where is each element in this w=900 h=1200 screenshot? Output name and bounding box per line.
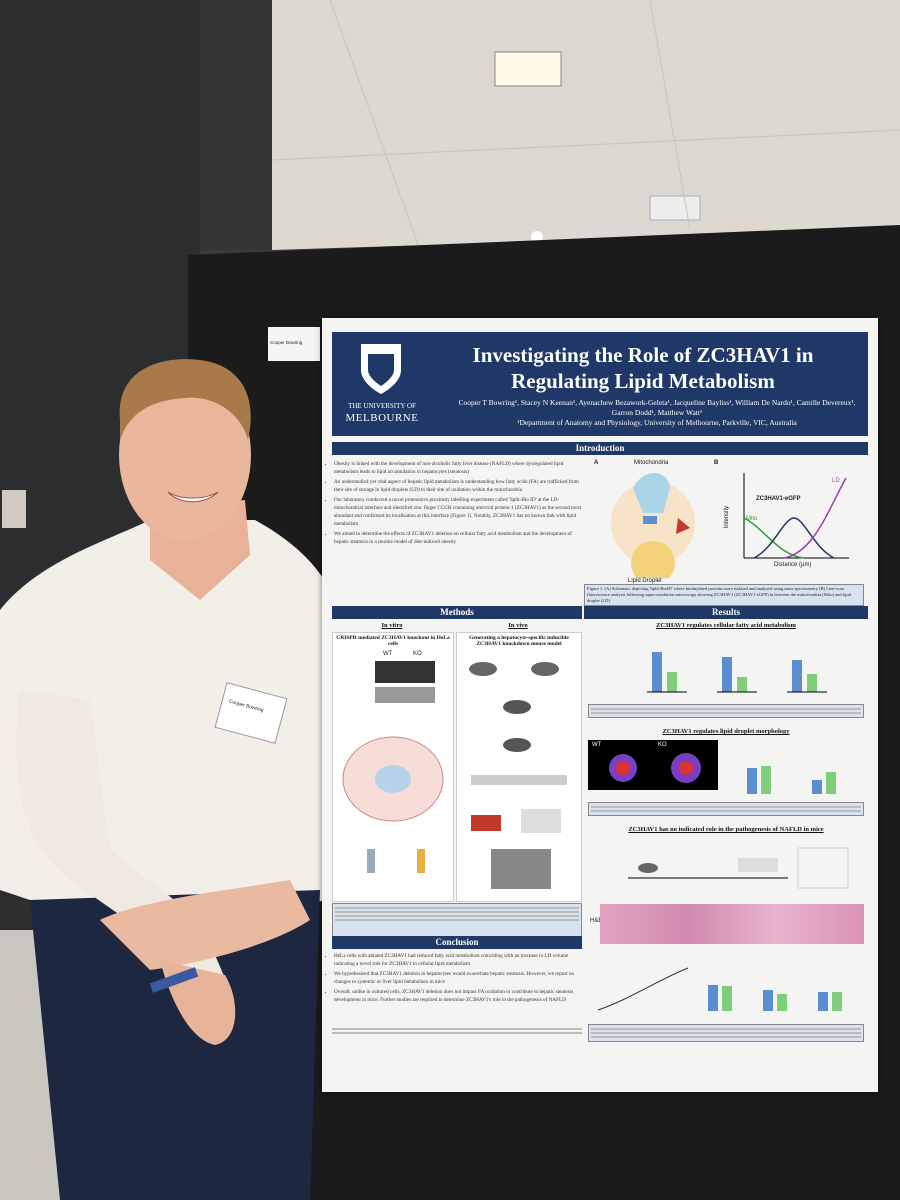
axis-label: Intensity	[724, 505, 731, 529]
microscopy: WT KO	[588, 740, 718, 790]
references	[332, 1026, 582, 1036]
bullet: We aimed to determine the effects of ZC3…	[334, 530, 584, 546]
series-label: ZC3HAV1-eGFP	[756, 496, 801, 502]
figure-caption	[332, 903, 582, 937]
lane-label: WT	[383, 651, 393, 657]
image-label: WT	[592, 742, 602, 748]
axis-label: Distance (µm)	[774, 562, 812, 568]
figure-caption	[588, 1024, 864, 1042]
bullet: Overall, unlike in cultured cells, ZC3HA…	[334, 988, 584, 1004]
figure-label: Lipid Droplet	[628, 578, 662, 584]
figure-caption: Figure 1: (A) Schematic depicting 'Split…	[584, 584, 864, 606]
author-list: Cooper T Bowring¹, Stacey N Keenan¹, Aye…	[458, 398, 856, 417]
figure-caption	[588, 802, 864, 816]
results-bars-2	[747, 766, 836, 794]
methods-in-vitro: CRISPR mediated ZC3HAV1 knockout in HeLa…	[332, 632, 454, 902]
subheading: ZC3HAV1 has no indicated role in the pat…	[628, 826, 824, 833]
lane-label: KO	[413, 651, 422, 657]
methods-graphics	[469, 662, 567, 889]
series-label: Mito	[746, 516, 758, 522]
methods-graphics	[342, 661, 444, 873]
bullet: HeLa cells with ablated ZC3HAV1 had redu…	[334, 952, 584, 968]
subheading: In vivo	[508, 622, 528, 629]
results-bars-3	[597, 967, 842, 1011]
method-title: CRISPR mediated ZC3HAV1 knockout in HeLa…	[336, 635, 450, 647]
subheading: ZC3HAV1 regulates cellular fatty acid me…	[656, 622, 796, 629]
section-heading: Conclusion	[332, 936, 582, 949]
subheading: In vitro	[381, 622, 403, 629]
section-heading: Methods	[332, 606, 582, 619]
university: THE UNIVERSITY OF	[348, 402, 416, 410]
panel-label: B	[714, 460, 719, 466]
bullet: We hypothesised that ZC3HAV1 deletion in…	[334, 970, 584, 986]
bullet: An understudied yet vital aspect of hepa…	[334, 478, 584, 494]
authors: Cooper T Bowring¹, Stacey N Keenan¹, Aye…	[452, 398, 862, 428]
badge-name: Cooper Bowring	[270, 340, 303, 345]
schematic	[611, 473, 695, 578]
row-label: H&E	[590, 918, 603, 924]
poster: THE UNIVERSITY OF MELBOURNE Investigatin…	[322, 318, 878, 1092]
section-heading: Introduction	[332, 442, 868, 455]
affiliation: ¹Department of Anatomy and Physiology, U…	[517, 418, 797, 427]
university-name: MELBOURNE	[345, 412, 419, 424]
figure-caption	[588, 704, 864, 718]
conclusion-bullets: HeLa cells with ablated ZC3HAV1 had redu…	[326, 952, 584, 1006]
results-bars-1	[647, 652, 827, 693]
figure-1: A Mitochondria Lipid Droplet B ZC3HAV1-e…	[584, 458, 864, 598]
image-label: KO	[658, 742, 667, 748]
line-scan	[743, 473, 849, 559]
cells	[609, 753, 701, 783]
histology	[600, 904, 864, 944]
series-label: LD	[832, 478, 840, 484]
timeline	[628, 847, 849, 889]
subheading: ZC3HAV1 regulates lipid droplet morpholo…	[662, 728, 790, 735]
figure-label: Mitochondria	[634, 460, 669, 466]
panel-label: A	[594, 460, 599, 466]
method-title: Generating a hepatocyte-specific inducib…	[469, 635, 569, 647]
methods-in-vivo: Generating a hepatocyte-specific inducib…	[456, 632, 582, 902]
poster-header: THE UNIVERSITY OF MELBOURNE Investigatin…	[332, 332, 868, 436]
section-heading: Results	[584, 606, 868, 619]
poster-title: Investigating the Role of ZC3HAV1 in Reg…	[472, 343, 814, 393]
bullet: Our laboratory conducted a novel proteom…	[334, 496, 584, 528]
crest	[361, 344, 401, 394]
intro-bullets: Obesity is linked with the development o…	[326, 460, 584, 548]
bullet: Obesity is linked with the development o…	[334, 460, 584, 476]
